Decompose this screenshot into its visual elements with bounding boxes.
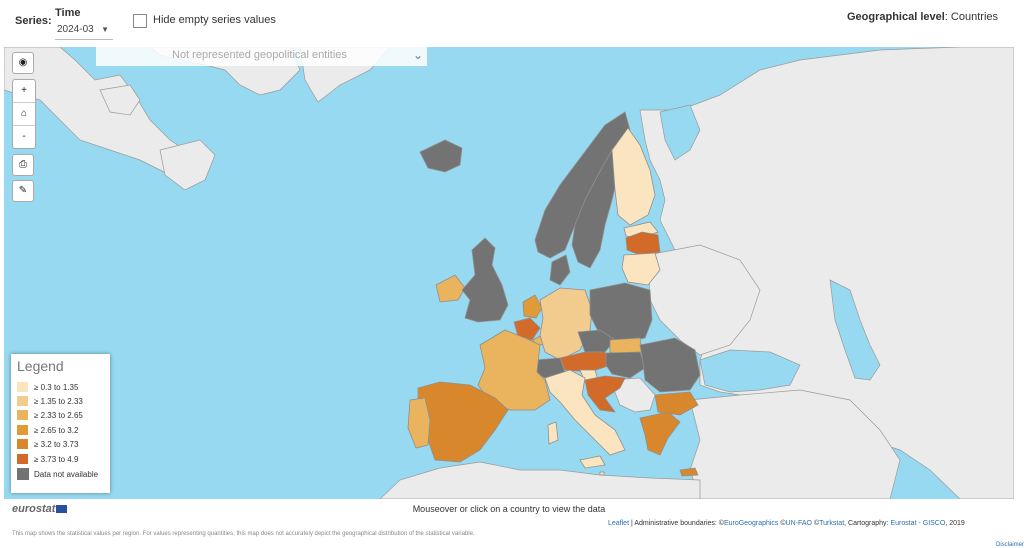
legend-label: ≥ 3.2 to 3.73 xyxy=(34,440,79,449)
attribution-text: | Administrative boundaries: © xyxy=(629,520,724,527)
legend: Legend ≥ 0.3 to 1.35 ≥ 1.35 to 2.33 ≥ 2.… xyxy=(11,354,110,493)
home-icon: ⌂ xyxy=(20,108,28,119)
country-sweden[interactable] xyxy=(571,139,626,269)
attribution-copy-1: © xyxy=(778,520,786,527)
legend-swatch xyxy=(17,425,28,435)
country-poland[interactable] xyxy=(589,282,653,343)
style-button[interactable]: ✎ xyxy=(12,180,34,202)
map-view[interactable]: ◉ + ⌂ - ⎙ ✎ xyxy=(4,47,1014,499)
print-button[interactable]: ⎙ xyxy=(12,154,34,176)
country-italy[interactable] xyxy=(544,369,626,456)
geo-level-separator: : xyxy=(944,11,948,23)
legend-swatch xyxy=(17,382,28,392)
legend-swatch xyxy=(17,396,28,406)
print-icon: ⎙ xyxy=(19,159,27,170)
geo-level: Geographical level: Countries xyxy=(847,11,998,23)
home-button[interactable]: ⌂ xyxy=(13,103,35,126)
legend-label: ≥ 3.73 to 4.9 xyxy=(34,455,79,464)
eu-flag-icon xyxy=(56,505,68,514)
legend-label: Data not available xyxy=(34,470,99,479)
country-bulgaria[interactable] xyxy=(654,391,699,416)
geo-level-value: Countries xyxy=(950,11,998,23)
country-lithuania[interactable] xyxy=(621,252,661,286)
mouseover-hint: Mouseover or click on a country to view … xyxy=(412,504,606,514)
country-ireland[interactable] xyxy=(435,274,466,303)
not-represented-label: Not represented geopolitical entities xyxy=(172,49,347,61)
not-represented-dropdown[interactable]: Not represented geopolitical entities ⌄ xyxy=(96,47,427,66)
legend-title: Legend xyxy=(17,358,64,374)
series-label: Series: xyxy=(15,15,52,27)
country-cyprus[interactable] xyxy=(679,467,699,477)
legend-label: ≥ 1.35 to 2.33 xyxy=(34,397,83,406)
geo-level-label: Geographical level xyxy=(846,11,945,23)
zoom-in-button[interactable]: + xyxy=(13,80,35,103)
zoom-out-button[interactable]: - xyxy=(22,131,26,142)
eurogeographics-link[interactable]: EuroGeographics xyxy=(723,520,779,527)
leaflet-link[interactable]: Leaflet xyxy=(608,520,630,527)
eurostat-logo-text: eurostat xyxy=(12,503,56,515)
country-croatia[interactable] xyxy=(584,375,626,413)
legend-swatch xyxy=(17,410,28,420)
gisco-link[interactable]: Eurostat - GISCO xyxy=(890,520,946,527)
country-united-kingdom[interactable] xyxy=(461,237,509,323)
country-romania[interactable] xyxy=(639,337,701,393)
footnote: This map shows the statistical values pe… xyxy=(12,531,475,537)
chevron-down-icon: ⌄ xyxy=(412,48,423,62)
attribution-carto: , Cartography: xyxy=(844,520,891,527)
legend-label: ≥ 0.3 to 1.35 xyxy=(34,383,79,392)
turkstat-link[interactable]: Turkstat xyxy=(819,520,845,527)
country-portugal[interactable] xyxy=(407,397,431,449)
country-italy-sicily[interactable] xyxy=(579,455,606,469)
toolbar: Series: Time 2024-03 ▼ Hide empty series… xyxy=(0,0,1024,47)
country-italy-sardinia[interactable] xyxy=(547,421,559,445)
inland-seas xyxy=(659,104,881,393)
country-belgium[interactable] xyxy=(513,317,541,341)
country-spain[interactable] xyxy=(417,381,509,463)
legend-swatch xyxy=(17,439,28,449)
country-hungary[interactable] xyxy=(605,351,646,379)
time-label: Time xyxy=(55,7,81,19)
zoom-controls: + ⌂ - xyxy=(12,79,36,149)
country-finland[interactable] xyxy=(611,127,656,226)
globe-button[interactable]: ◉ xyxy=(12,52,34,74)
unfao-link[interactable]: UN-FAO xyxy=(785,520,812,527)
globe-icon: ◉ xyxy=(18,57,28,68)
legend-label: ≥ 2.33 to 2.65 xyxy=(34,411,83,420)
hide-empty-checkbox[interactable] xyxy=(133,14,147,28)
country-france[interactable] xyxy=(477,329,551,411)
country-netherlands[interactable] xyxy=(522,294,543,319)
country-latvia[interactable] xyxy=(625,231,661,256)
attribution: Leaflet | Administrative boundaries: ©Eu… xyxy=(608,520,965,527)
hide-empty-label: Hide empty series values xyxy=(153,14,276,26)
country-germany[interactable] xyxy=(539,287,593,361)
disclaimer-link[interactable]: Disclaimer xyxy=(995,542,1024,548)
country-denmark[interactable] xyxy=(549,254,571,286)
caret-down-icon: ▼ xyxy=(101,25,109,34)
legend-label: ≥ 2.65 to 3.2 xyxy=(34,426,79,435)
info-bar: eurostat Mouseover or click on a country… xyxy=(4,499,1014,519)
attribution-copy-2: © xyxy=(812,520,820,527)
country-iceland[interactable] xyxy=(419,139,463,173)
eurostat-logo: eurostat xyxy=(12,503,68,515)
brush-icon: ✎ xyxy=(18,185,28,196)
legend-swatch xyxy=(17,468,29,480)
country-greece[interactable] xyxy=(639,411,681,456)
time-select-value: 2024-03 xyxy=(57,24,94,35)
time-select[interactable]: 2024-03 ▼ xyxy=(55,21,113,40)
attribution-year: , 2019 xyxy=(945,520,965,527)
countries xyxy=(407,111,701,477)
non-member-land xyxy=(4,47,1014,499)
map-canvas[interactable] xyxy=(4,47,1014,499)
country-malta[interactable] xyxy=(599,471,605,476)
legend-swatch xyxy=(17,454,28,464)
